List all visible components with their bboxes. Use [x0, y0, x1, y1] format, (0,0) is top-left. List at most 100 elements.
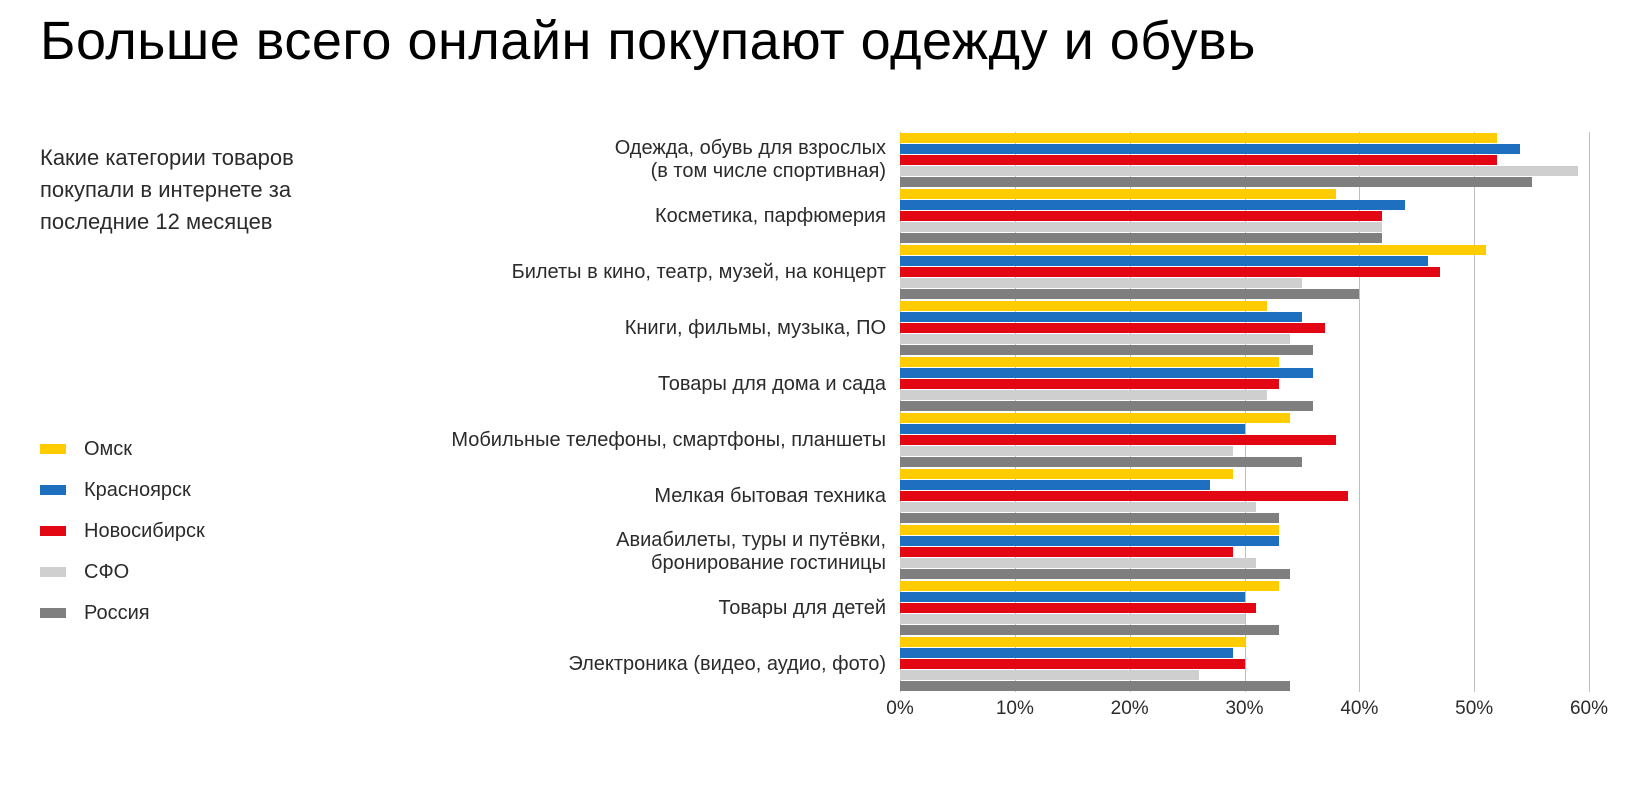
legend-swatch [40, 526, 66, 536]
bar-group [900, 468, 1589, 524]
category-label: Косметика, парфюмерия [350, 188, 900, 244]
bar [900, 480, 1210, 490]
gridline [1589, 132, 1590, 692]
bar [900, 200, 1405, 210]
legend-swatch [40, 608, 66, 618]
legend-label: Новосибирск [84, 520, 205, 543]
bar [900, 177, 1532, 187]
legend-label: Красноярск [84, 479, 191, 502]
x-tick: 50% [1455, 698, 1493, 720]
category-labels: Одежда, обувь для взрослых(в том числе с… [350, 132, 900, 692]
bar-group [900, 356, 1589, 412]
chart: Одежда, обувь для взрослых(в том числе с… [350, 132, 1589, 720]
legend-swatch [40, 485, 66, 495]
category-label: Одежда, обувь для взрослых(в том числе с… [350, 132, 900, 188]
legend-item: Красноярск [40, 479, 350, 502]
legend-swatch [40, 444, 66, 454]
legend-item: Новосибирск [40, 520, 350, 543]
bar [900, 301, 1267, 311]
bar [900, 256, 1428, 266]
bar [900, 211, 1382, 221]
bar [900, 446, 1233, 456]
bar-group [900, 188, 1589, 244]
bar [900, 133, 1497, 143]
bar [900, 155, 1497, 165]
bar-group [900, 300, 1589, 356]
plot: 0%10%20%30%40%50%60% [900, 132, 1589, 720]
x-tick: 20% [1111, 698, 1149, 720]
bar [900, 357, 1279, 367]
bar [900, 558, 1256, 568]
category-label: Товары для дома и сада [350, 356, 900, 412]
content-row: Какие категории товаров покупали в интер… [40, 132, 1589, 720]
legend-item: СФО [40, 561, 350, 584]
legend-swatch [40, 567, 66, 577]
bar [900, 424, 1245, 434]
x-tick: 60% [1570, 698, 1608, 720]
bar [900, 189, 1336, 199]
bar [900, 502, 1256, 512]
bar [900, 670, 1199, 680]
legend-item: Омск [40, 438, 350, 461]
bar [900, 681, 1290, 691]
bar [900, 166, 1578, 176]
category-label: Авиабилеты, туры и путёвки,бронирование … [350, 524, 900, 580]
bar [900, 457, 1302, 467]
bar [900, 469, 1233, 479]
bar [900, 581, 1279, 591]
bar [900, 267, 1440, 277]
bar [900, 379, 1279, 389]
bar [900, 144, 1520, 154]
bar-group [900, 580, 1589, 636]
category-label: Мелкая бытовая техника [350, 468, 900, 524]
bar [900, 233, 1382, 243]
bar [900, 323, 1325, 333]
bar [900, 525, 1279, 535]
bar [900, 245, 1486, 255]
x-tick: 0% [886, 698, 913, 720]
bar [900, 614, 1245, 624]
bar [900, 603, 1256, 613]
bar-group [900, 524, 1589, 580]
legend-item: Россия [40, 602, 350, 625]
category-label: Книги, фильмы, музыка, ПО [350, 300, 900, 356]
bar [900, 637, 1245, 647]
bar [900, 312, 1302, 322]
bar [900, 413, 1290, 423]
bar [900, 513, 1279, 523]
plot-area [900, 132, 1589, 692]
bar [900, 368, 1313, 378]
category-label: Товары для детей [350, 580, 900, 636]
x-tick: 30% [1225, 698, 1263, 720]
bar [900, 401, 1313, 411]
left-column: Какие категории товаров покупали в интер… [40, 132, 350, 643]
bar [900, 334, 1290, 344]
bar [900, 625, 1279, 635]
bar [900, 222, 1382, 232]
bar-group [900, 244, 1589, 300]
subtitle: Какие категории товаров покупали в интер… [40, 142, 350, 238]
category-label: Билеты в кино, театр, музей, на концерт [350, 244, 900, 300]
page: Больше всего онлайн покупают одежду и об… [0, 10, 1629, 797]
x-tick: 10% [996, 698, 1034, 720]
bar [900, 289, 1359, 299]
bar-group [900, 636, 1589, 692]
bar [900, 592, 1245, 602]
bar [900, 491, 1348, 501]
bar [900, 659, 1245, 669]
bar-group [900, 412, 1589, 468]
category-label: Мобильные телефоны, смартфоны, планшеты [350, 412, 900, 468]
page-title: Больше всего онлайн покупают одежду и об… [40, 10, 1589, 72]
bar [900, 536, 1279, 546]
bar [900, 648, 1233, 658]
legend-label: Омск [84, 438, 132, 461]
x-tick: 40% [1340, 698, 1378, 720]
bar [900, 278, 1302, 288]
legend-label: Россия [84, 602, 150, 625]
category-label: Электроника (видео, аудио, фото) [350, 636, 900, 692]
bar [900, 390, 1267, 400]
bar [900, 345, 1313, 355]
x-axis: 0%10%20%30%40%50%60% [900, 692, 1589, 720]
legend: Омск Красноярск Новосибирск СФО Россия [40, 438, 350, 625]
legend-label: СФО [84, 561, 129, 584]
